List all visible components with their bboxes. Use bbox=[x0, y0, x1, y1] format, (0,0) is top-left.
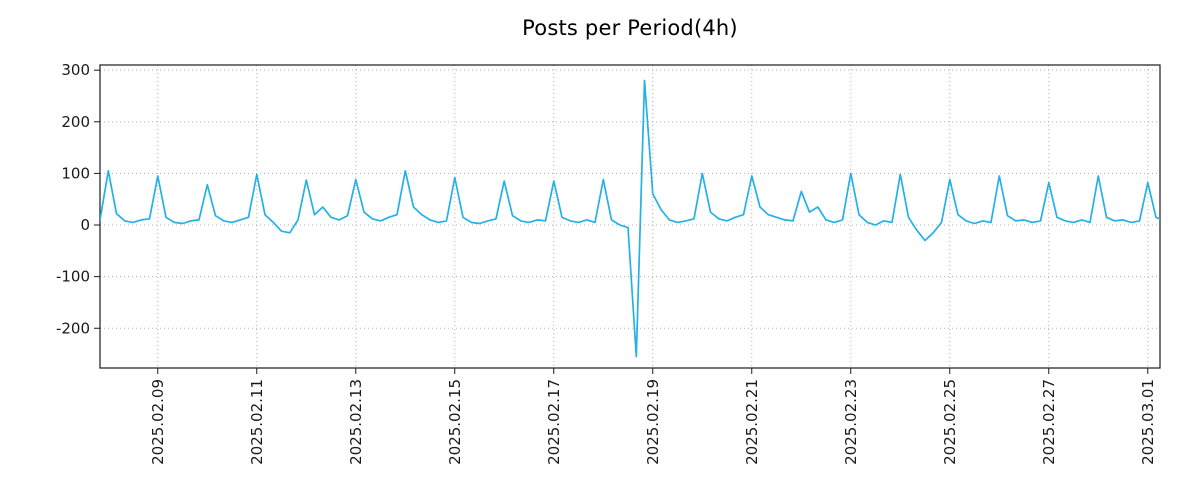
svg-text:2025.02.15: 2025.02.15 bbox=[446, 379, 464, 465]
svg-text:2025.02.25: 2025.02.25 bbox=[941, 379, 959, 465]
svg-text:100: 100 bbox=[61, 164, 90, 182]
svg-text:2025.02.11: 2025.02.11 bbox=[248, 379, 266, 465]
svg-text:300: 300 bbox=[61, 61, 90, 79]
svg-text:2025.02.23: 2025.02.23 bbox=[842, 379, 860, 465]
svg-text:200: 200 bbox=[61, 113, 90, 131]
svg-text:2025.02.13: 2025.02.13 bbox=[347, 379, 365, 465]
y-tick-labels: -200 -100 0 100 200 300 bbox=[56, 61, 90, 337]
svg-text:2025.03.01: 2025.03.01 bbox=[1139, 379, 1157, 465]
plot-border bbox=[99, 64, 1161, 369]
svg-text:-200: -200 bbox=[56, 319, 90, 337]
svg-text:2025.02.19: 2025.02.19 bbox=[644, 379, 662, 465]
x-tick-labels: 2025.02.09 2025.02.11 2025.02.13 2025.02.15… bbox=[149, 379, 1157, 465]
chart-title: Posts per Period(4h) bbox=[522, 16, 738, 40]
series-line bbox=[100, 79, 1160, 358]
svg-text:2025.02.09: 2025.02.09 bbox=[149, 379, 167, 465]
svg-text:2025.02.17: 2025.02.17 bbox=[545, 379, 563, 465]
grid-lines bbox=[100, 65, 1160, 368]
svg-text:2025.02.21: 2025.02.21 bbox=[743, 379, 761, 465]
svg-text:0: 0 bbox=[80, 216, 90, 234]
tick-marks bbox=[94, 69, 1149, 374]
svg-text:-100: -100 bbox=[56, 268, 90, 286]
svg-text:2025.02.27: 2025.02.27 bbox=[1040, 379, 1058, 465]
